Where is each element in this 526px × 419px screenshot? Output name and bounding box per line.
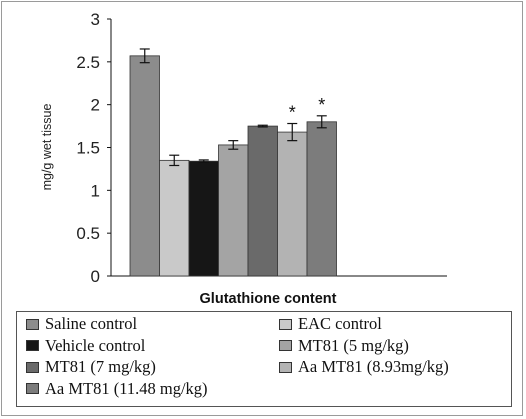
legend-swatch [26, 318, 39, 330]
legend-label: EAC control [298, 314, 382, 333]
legend-item: Aa MT81 (11.48 mg/kg) [26, 379, 208, 399]
legend-label: MT81 (5 mg/kg) [298, 335, 409, 355]
legend-label: Vehicle control [45, 335, 146, 355]
legend-item: Saline control [26, 314, 137, 334]
legend-swatch [279, 361, 292, 373]
legend-swatch [279, 340, 292, 351]
legend-item: MT81 (5 mg/kg) [279, 336, 409, 356]
bar-6 [306, 121, 337, 277]
y-axis-title: mg/g wet tissue [40, 104, 54, 191]
legend-swatch [26, 383, 39, 394]
legend-item: Aa MT81 (8.93mg/kg) [279, 357, 449, 377]
legend-label: MT81 (7 mg/kg) [45, 357, 156, 376]
legend-label: Saline control [45, 314, 138, 333]
bar-4 [247, 125, 278, 277]
x-axis-title: Glutathione content [200, 291, 337, 307]
bar-0 [129, 55, 160, 277]
legend-swatch [279, 318, 292, 330]
y-tick-label-5: 2.5 [76, 53, 100, 72]
y-tick-label-6: 3 [91, 10, 100, 29]
bar-chart: Glutathione content mg/g wet tissue 0 0.5… [40, 10, 447, 307]
legend-item: Vehicle control [26, 336, 145, 356]
y-tick-label-4: 2 [91, 96, 100, 115]
legend: Saline control EAC control Vehicle control… [16, 311, 512, 407]
y-tick-label-2: 1 [91, 181, 100, 200]
bar-2 [188, 160, 219, 277]
legend-swatch [26, 361, 39, 373]
legend-item: MT81 (7 mg/kg) [26, 357, 156, 377]
significance-marker-6: * [318, 95, 325, 115]
significance-marker-5: * [289, 103, 296, 123]
y-tick-label-3: 1.5 [76, 139, 100, 158]
legend-label: Aa MT81 (8.93mg/kg) [298, 357, 449, 376]
legend-label: Aa MT81 (11.48 mg/kg) [45, 378, 208, 398]
y-tick-label-0: 0 [91, 267, 100, 286]
y-tick-label-1: 0.5 [76, 224, 100, 243]
legend-swatch [26, 340, 39, 351]
bar-1 [159, 159, 190, 277]
legend-item: EAC control [279, 314, 382, 334]
bar-5 [277, 131, 308, 277]
bar-3 [218, 144, 249, 277]
